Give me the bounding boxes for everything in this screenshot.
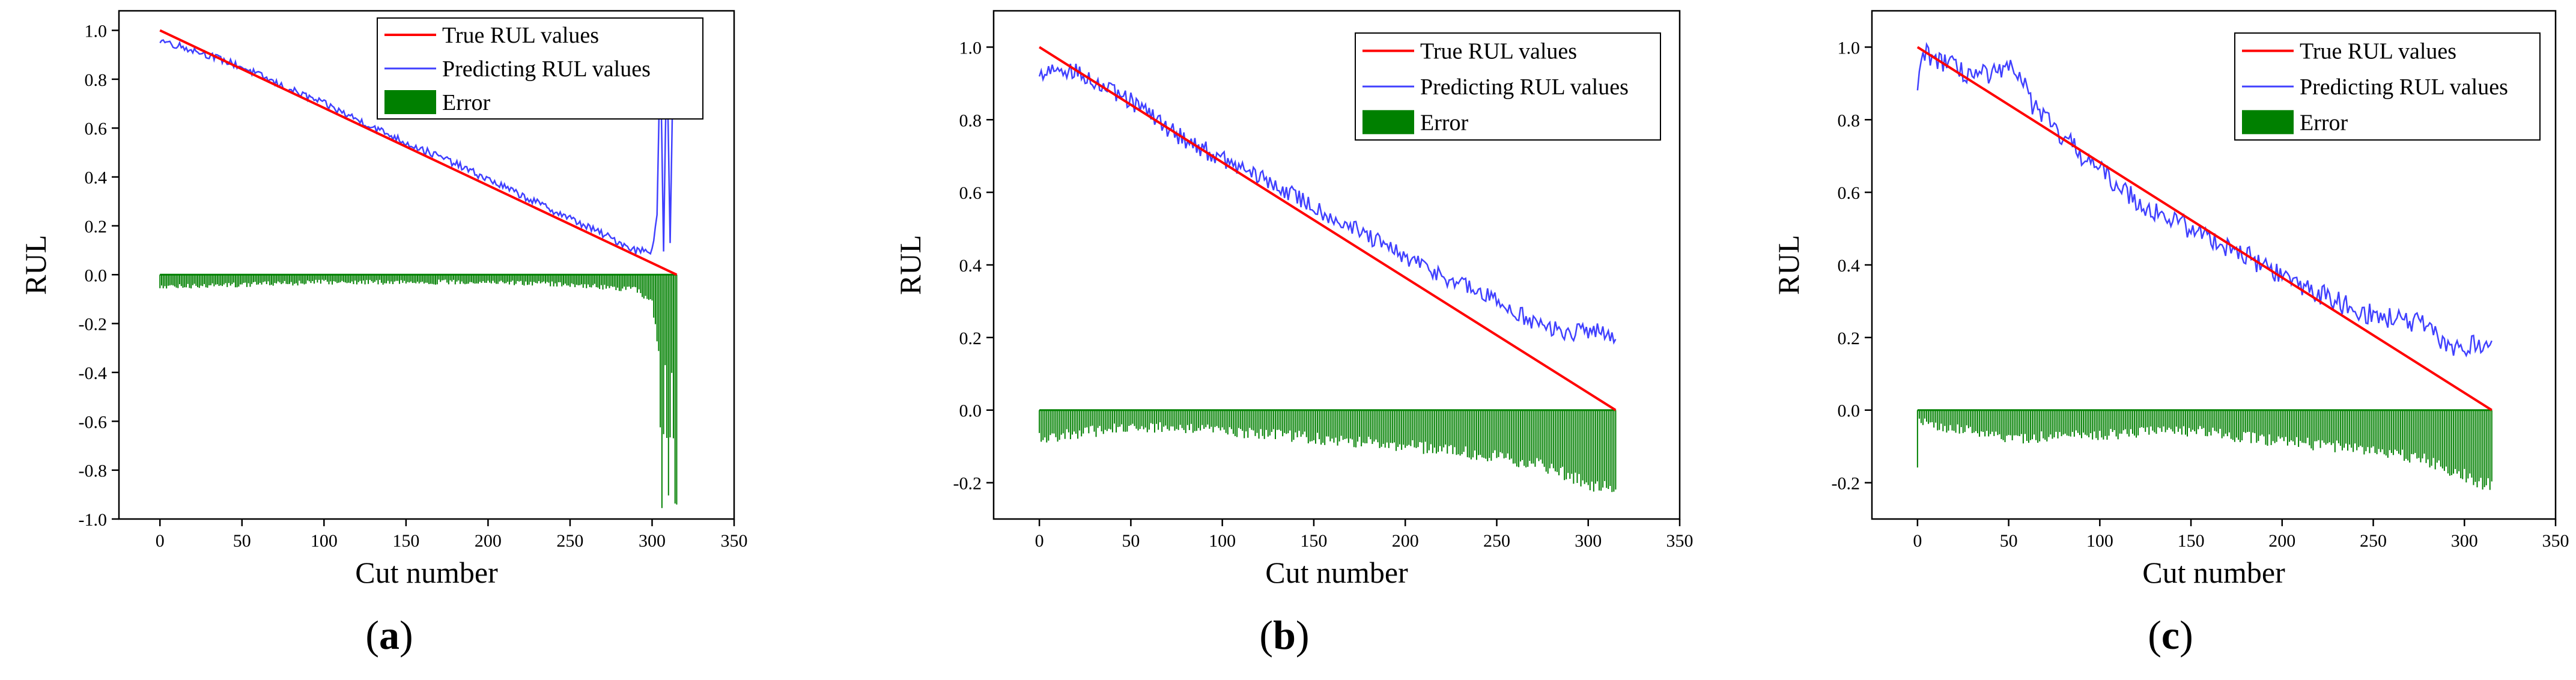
- y-tick-label: -0.2: [79, 315, 108, 335]
- y-tick-label: 1.0: [959, 38, 982, 58]
- legend-error-swatch: [1362, 110, 1414, 135]
- x-tick-label: 200: [475, 531, 502, 551]
- plot-area: [159, 29, 678, 508]
- y-tick-label: 0.8: [1838, 111, 1861, 130]
- y-tick-label: 0.8: [85, 70, 108, 90]
- legend-label: True RUL values: [442, 23, 599, 48]
- y-tick-label: 0.0: [959, 401, 982, 421]
- caption-letter: a: [379, 612, 399, 658]
- y-tick-label: 1.0: [85, 22, 108, 41]
- caption-paren-close: ): [399, 612, 413, 658]
- x-tick-label: 350: [1666, 531, 1694, 551]
- x-tick-label: 350: [2542, 531, 2569, 551]
- x-tick-label: 50: [233, 531, 251, 551]
- panel-caption: (a): [365, 612, 413, 658]
- x-tick-label: 250: [1483, 531, 1510, 551]
- x-tick-label: 0: [156, 531, 165, 551]
- y-tick-label: 0.2: [1838, 329, 1861, 348]
- x-tick-label: 100: [2086, 531, 2113, 551]
- x-tick-label: 200: [2268, 531, 2295, 551]
- x-tick-label: 200: [1392, 531, 1419, 551]
- y-tick-label: 0.0: [85, 266, 108, 285]
- chart-panel-b: 0 50 100 150 200 250 300 350 -0.2 0.0 0.2 0.4 0.6 0.8…: [893, 10, 1694, 658]
- plot-area: [1916, 41, 2492, 490]
- x-tick-label: 150: [1300, 531, 1327, 551]
- y-axis-label: RUL: [19, 235, 52, 295]
- legend: True RUL values Predicting RUL values Erro…: [377, 17, 703, 120]
- legend-label: True RUL values: [1420, 39, 1577, 64]
- x-tick-label: 50: [1122, 531, 1140, 551]
- legend-label: Predicting RUL values: [442, 56, 651, 82]
- error-bars: [159, 273, 678, 508]
- y-tick-label: 0.4: [85, 168, 108, 188]
- x-axis-label: Cut number: [2142, 556, 2285, 589]
- y-tick-label: -0.6: [79, 412, 108, 432]
- y-tick-label: 0.6: [959, 183, 982, 203]
- legend: True RUL values Predicting RUL values Erro…: [2234, 32, 2541, 141]
- x-tick-label: 300: [639, 531, 666, 551]
- x-tick-label: 100: [311, 531, 338, 551]
- y-tick-label: -1.0: [79, 510, 108, 530]
- x-tick-label: 0: [1913, 531, 1922, 551]
- y-tick-label: 0.8: [959, 111, 982, 130]
- caption-paren-open: (: [2148, 612, 2161, 658]
- legend-label: Predicting RUL values: [1420, 74, 1629, 100]
- legend-label: True RUL values: [2300, 39, 2456, 64]
- panel-caption: (b): [1259, 612, 1309, 658]
- legend-label: Error: [442, 90, 491, 115]
- error-bars: [1916, 409, 2492, 490]
- x-tick-label: 150: [392, 531, 419, 551]
- y-tick-label: 0.6: [1838, 183, 1861, 203]
- legend-error-swatch: [2242, 110, 2294, 135]
- y-tick-label: 0.6: [85, 119, 108, 139]
- true-rul-line: [1916, 46, 2492, 411]
- legend: True RUL values Predicting RUL values Erro…: [1355, 32, 1661, 141]
- caption-paren-close: ): [2180, 612, 2193, 658]
- legend-label: Predicting RUL values: [2300, 74, 2508, 100]
- y-tick-label: -0.8: [79, 461, 108, 481]
- prediction-line: [1916, 41, 2492, 358]
- y-tick-label: 0.0: [1838, 401, 1861, 421]
- y-tick-label: 0.2: [85, 217, 108, 237]
- error-bars: [1039, 409, 1617, 493]
- y-axis-label: RUL: [1772, 235, 1805, 295]
- prediction-line: [1038, 63, 1617, 345]
- caption-paren-open: (: [365, 612, 379, 658]
- x-tick-label: 250: [556, 531, 583, 551]
- y-tick-label: -0.2: [1832, 474, 1861, 494]
- y-tick-label: -0.4: [79, 363, 108, 383]
- x-tick-label: 300: [1575, 531, 1602, 551]
- chart-panel-c: 0 50 100 150 200 250 300 350 -0.2 0.0 0.2 0.4 0.6 0.8…: [1772, 10, 2569, 658]
- x-tick-label: 350: [721, 531, 748, 551]
- x-axis-label: Cut number: [355, 556, 498, 589]
- legend-label: Error: [2300, 110, 2348, 135]
- x-tick-label: 100: [1209, 531, 1236, 551]
- x-tick-label: 250: [2360, 531, 2387, 551]
- caption-letter: c: [2161, 612, 2180, 658]
- caption-paren-close: ): [1296, 612, 1310, 658]
- x-tick-label: 50: [2000, 531, 2018, 551]
- true-rul-line: [1039, 46, 1617, 411]
- x-tick-label: 300: [2451, 531, 2478, 551]
- caption-letter: b: [1273, 612, 1296, 658]
- y-tick-label: -0.2: [953, 474, 982, 494]
- legend-label: Error: [1420, 110, 1469, 135]
- y-tick-label: 0.4: [959, 256, 982, 276]
- prediction-line: [159, 39, 677, 255]
- y-axis-label: RUL: [893, 235, 927, 295]
- y-tick-label: 0.4: [1838, 256, 1861, 276]
- x-axis-label: Cut number: [1265, 556, 1408, 589]
- x-tick-label: 0: [1035, 531, 1044, 551]
- legend-error-swatch: [384, 90, 436, 114]
- panel-caption: (c): [2148, 612, 2193, 658]
- y-tick-label: 0.2: [959, 329, 982, 348]
- plot-frame: [118, 10, 735, 520]
- chart-panel-a: 0 50 100 150 200 250 300 350 -1.0 -0.8 -0.6 -0.4 -0.…: [19, 10, 748, 658]
- y-tick-label: 1.0: [1838, 38, 1861, 58]
- x-tick-label: 150: [2178, 531, 2205, 551]
- plot-area: [1038, 46, 1617, 493]
- caption-paren-open: (: [1259, 612, 1273, 658]
- true-rul-line: [159, 29, 678, 276]
